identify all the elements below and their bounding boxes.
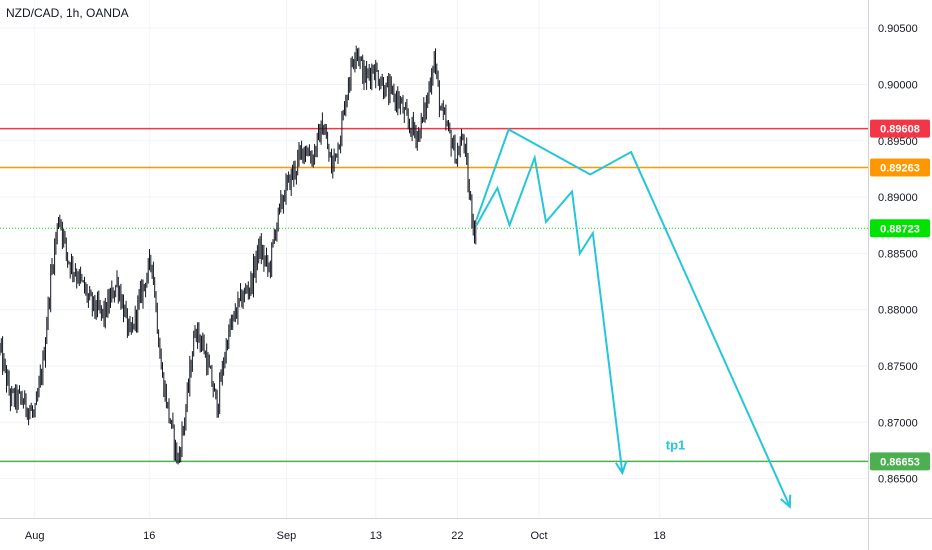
grid-layer [0,0,868,518]
x-tick-label: Oct [530,530,547,542]
y-tick-label: 0.88500 [878,248,918,260]
price-label-text: 0.88723 [880,223,920,235]
projection-path[interactable] [475,153,624,474]
y-tick-label: 0.87000 [878,417,918,429]
x-tick-label: 16 [143,530,155,542]
x-tick-label: Sep [277,530,297,542]
annotation-layer: tp1 [666,437,686,452]
x-tick-label: 13 [370,530,382,542]
y-tick-label: 0.87500 [878,361,918,373]
projection-layer [475,128,792,509]
price-series [0,45,477,465]
y-tick-label: 0.89500 [878,136,918,148]
x-tick-label: Aug [25,530,45,542]
y-tick-label: 0.89000 [878,192,918,204]
y-tick-label: 0.86500 [878,474,918,486]
y-tick-label: 0.88000 [878,305,918,317]
projection-arrowhead [615,461,628,476]
x-tick-label: 22 [451,530,463,542]
projection-arrowhead [780,494,792,509]
y-tick-label: 0.90000 [878,79,918,91]
price-label-text: 0.89263 [880,162,920,174]
price-label-text: 0.86653 [880,456,920,468]
price-label-badge [870,219,930,238]
price-label-badge [870,119,930,138]
annotation-label: tp1 [666,437,686,452]
price-label-badge [870,158,930,177]
level-layer [0,127,868,463]
price-label-text: 0.89608 [880,124,920,136]
price-label-badge [870,452,930,471]
projection-path[interactable] [475,128,791,508]
x-tick-label: 18 [654,530,666,542]
price-label-layer: 0.89608 0.89263 0.88723 0.86653 [870,119,930,471]
y-tick-label: 0.90500 [878,23,918,35]
symbol-title: NZD/CAD, 1h, OANDA [6,6,129,20]
